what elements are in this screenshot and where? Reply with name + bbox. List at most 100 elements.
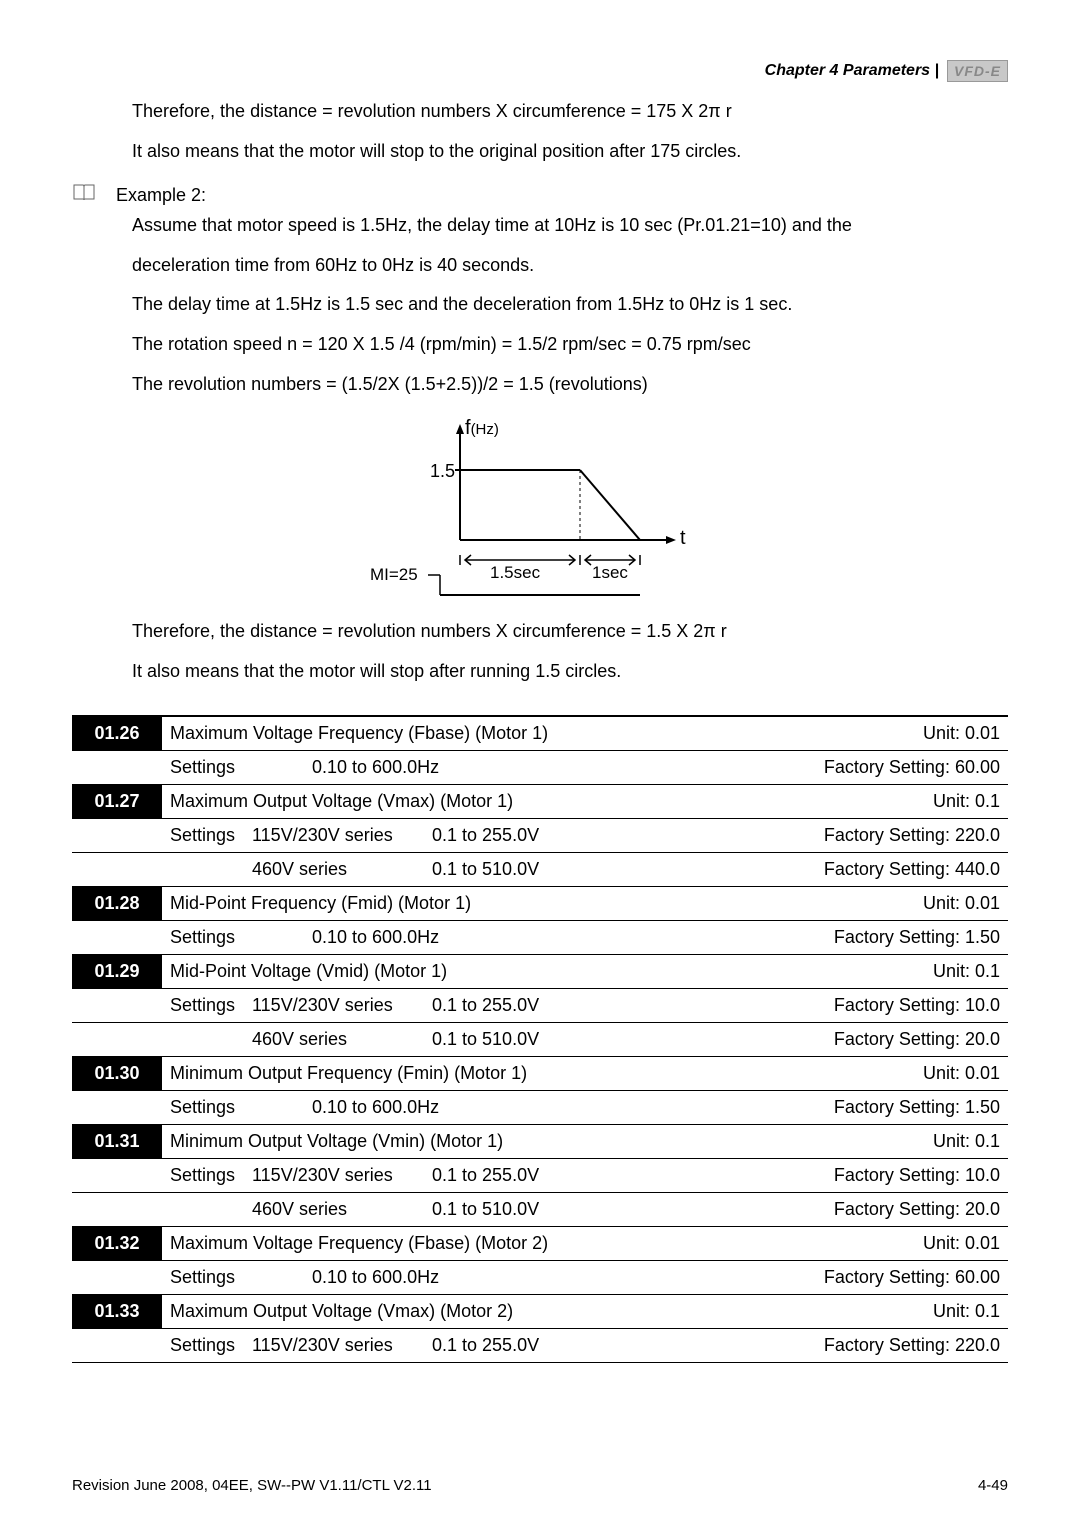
settings-range: 0.1 to 255.0V [432,825,824,846]
settings-label: Settings [162,1267,252,1288]
frequency-diagram: f(Hz) 1.5 t 1.5sec 1sec MI=25 [72,410,1008,610]
settings-range: 0.1 to 255.0V [432,995,834,1016]
parameter-table: 01.26Maximum Voltage Frequency (Fbase) (… [72,715,1008,1363]
param-settings-row: 460V series0.1 to 510.0VFactory Setting:… [72,1193,1008,1227]
param-unit: Unit: 0.1 [925,785,1008,818]
ex2-line4: The rotation speed n = 120 X 1.5 /4 (rpm… [132,325,1008,365]
settings-series: 460V series [252,1199,432,1220]
example-2-row: Example 2: [72,183,1008,206]
param-settings-row: Settings 0.10 to 600.0HzFactory Setting: … [72,751,1008,785]
param-settings-row: Settings115V/230V series0.1 to 255.0VFac… [72,989,1008,1023]
param-title: Maximum Output Voltage (Vmax) (Motor 2) [162,1295,925,1328]
param-code: 01.31 [72,1125,162,1158]
settings-factory: Factory Setting: 220.0 [824,825,1008,846]
param-settings-row: Settings0.10 to 600.0HzFactory Setting: … [72,1091,1008,1125]
settings-series: 460V series [252,859,432,880]
param-unit: Unit: 0.01 [915,1227,1008,1260]
settings-label: Settings [162,1335,252,1356]
param-title: Mid-Point Voltage (Vmid) (Motor 1) [162,955,925,988]
ex2-line1: Assume that motor speed is 1.5Hz, the de… [132,206,1008,246]
settings-series: 115V/230V series [252,1165,432,1186]
y-value-1-5: 1.5 [430,461,455,481]
footer-page: 4-49 [978,1477,1008,1494]
param-header-row: 01.29Mid-Point Voltage (Vmid) (Motor 1)U… [72,955,1008,989]
param-unit: Unit: 0.01 [915,717,1008,750]
param-code: 01.29 [72,955,162,988]
footer-revision: Revision June 2008, 04EE, SW--PW V1.11/C… [72,1477,432,1494]
settings-factory: Factory Setting: 20.0 [834,1029,1008,1050]
chapter-header: Chapter 4 Parameters | VFD-E [72,60,1008,82]
param-title: Minimum Output Frequency (Fmin) (Motor 1… [162,1057,915,1090]
diagram-svg: f(Hz) 1.5 t 1.5sec 1sec MI=25 [340,410,740,610]
settings-label: Settings [162,1097,252,1118]
param-title: Mid-Point Frequency (Fmid) (Motor 1) [162,887,915,920]
y-axis-label: f(Hz) [465,417,499,439]
param-header-row: 01.27Maximum Output Voltage (Vmax) (Moto… [72,785,1008,819]
param-code: 01.28 [72,887,162,920]
param-settings-row: Settings 0.10 to 600.0HzFactory Setting: … [72,921,1008,955]
param-title: Minimum Output Voltage (Vmin) (Motor 1) [162,1125,925,1158]
settings-label: Settings [162,927,252,948]
param-header-row: 01.26Maximum Voltage Frequency (Fbase) (… [72,717,1008,751]
t-axis-label: t [680,527,686,549]
settings-factory: Factory Setting: 60.00 [824,1267,1008,1288]
param-unit: Unit: 0.01 [915,1057,1008,1090]
param-settings-row: Settings115V/230V series0.1 to 255.0VFac… [72,819,1008,853]
para-stop-1: It also means that the motor will stop t… [132,132,1008,172]
settings-label: Settings [162,1165,252,1186]
settings-range: 0.10 to 600.0Hz [312,1267,824,1288]
param-header-row: 01.33Maximum Output Voltage (Vmax) (Moto… [72,1295,1008,1329]
mi-label: MI=25 [370,565,418,584]
settings-series: 115V/230V series [252,825,432,846]
settings-factory: Factory Setting: 440.0 [824,859,1008,880]
settings-series: 115V/230V series [252,1335,432,1356]
param-settings-row: 460V series0.1 to 510.0VFactory Setting:… [72,853,1008,887]
param-code: 01.26 [72,717,162,750]
settings-factory: Factory Setting: 20.0 [834,1199,1008,1220]
param-unit: Unit: 0.1 [925,1295,1008,1328]
settings-series: 460V series [252,1029,432,1050]
settings-factory: Factory Setting: 1.50 [834,927,1008,948]
param-header-row: 01.31Minimum Output Voltage (Vmin) (Moto… [72,1125,1008,1159]
settings-factory: Factory Setting: 10.0 [834,995,1008,1016]
settings-range: 0.1 to 510.0V [432,1029,834,1050]
notebook-icon [72,183,96,201]
param-settings-row: 460V series0.1 to 510.0VFactory Setting:… [72,1023,1008,1057]
param-unit: Unit: 0.1 [925,955,1008,988]
param-code: 01.30 [72,1057,162,1090]
para-stop-2: It also means that the motor will stop a… [132,652,1008,692]
settings-range: 0.1 to 255.0V [432,1335,824,1356]
settings-factory: Factory Setting: 10.0 [834,1165,1008,1186]
settings-label: Settings [162,757,252,778]
settings-factory: Factory Setting: 60.00 [824,757,1008,778]
settings-range: 0.10 to 600.0Hz [312,927,834,948]
param-code: 01.33 [72,1295,162,1328]
param-header-row: 01.30Minimum Output Frequency (Fmin) (Mo… [72,1057,1008,1091]
ex2-line2: deceleration time from 60Hz to 0Hz is 40… [132,246,1008,286]
param-header-row: 01.28Mid-Point Frequency (Fmid) (Motor 1… [72,887,1008,921]
delay-label: 1.5sec [490,563,541,582]
chapter-title: Chapter 4 Parameters | [765,62,939,80]
para-distance-1: Therefore, the distance = revolution num… [132,92,1008,132]
settings-label: Settings [162,825,252,846]
param-title: Maximum Output Voltage (Vmax) (Motor 1) [162,785,925,818]
settings-range: 0.1 to 510.0V [432,1199,834,1220]
ex2-line3: The delay time at 1.5Hz is 1.5 sec and t… [132,285,1008,325]
param-settings-row: Settings115V/230V series0.1 to 255.0VFac… [72,1329,1008,1363]
param-code: 01.32 [72,1227,162,1260]
settings-range: 0.1 to 510.0V [432,859,824,880]
settings-range: 0.10 to 600.0Hz [312,1097,834,1118]
settings-series: 115V/230V series [252,995,432,1016]
param-header-row: 01.32Maximum Voltage Frequency (Fbase) (… [72,1227,1008,1261]
param-settings-row: Settings 0.10 to 600.0HzFactory Setting: … [72,1261,1008,1295]
settings-label: Settings [162,995,252,1016]
param-title: Maximum Voltage Frequency (Fbase) (Motor… [162,717,915,750]
param-title: Maximum Voltage Frequency (Fbase) (Motor… [162,1227,915,1260]
settings-factory: Factory Setting: 220.0 [824,1335,1008,1356]
ex2-line5: The revolution numbers = (1.5/2X (1.5+2.… [132,365,1008,405]
settings-range: 0.10 to 600.0Hz [312,757,824,778]
para-distance-2: Therefore, the distance = revolution num… [132,612,1008,652]
param-settings-row: Settings115V/230V series0.1 to 255.0VFac… [72,1159,1008,1193]
param-unit: Unit: 0.1 [925,1125,1008,1158]
param-unit: Unit: 0.01 [915,887,1008,920]
